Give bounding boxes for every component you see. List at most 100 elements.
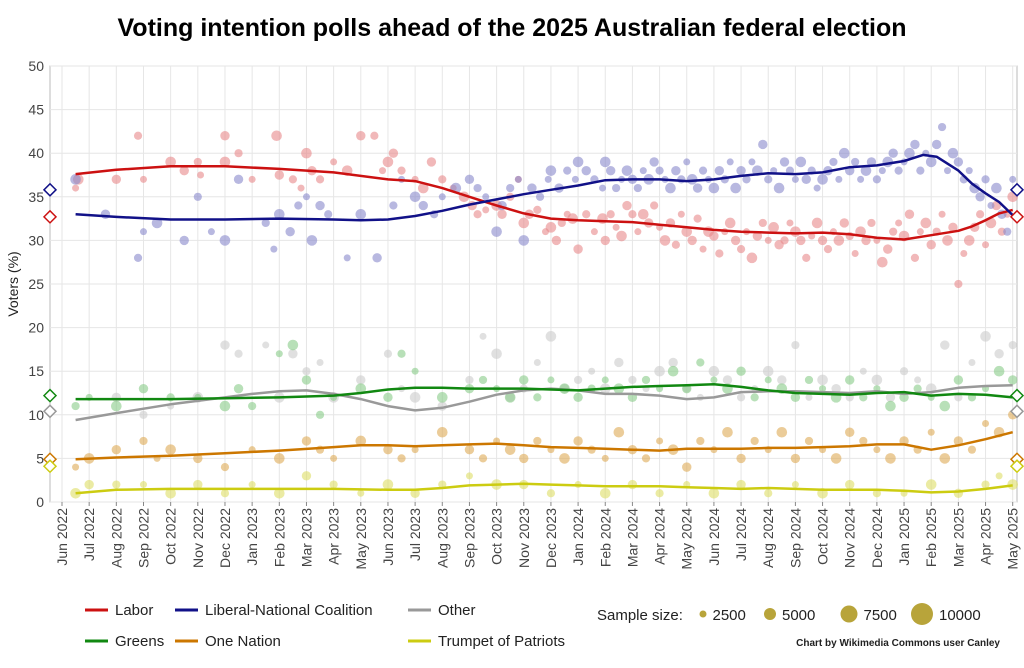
poll-point [845,375,855,385]
poll-point [612,183,621,193]
poll-point [768,222,779,233]
x-tick-label: Mar 2024 [624,508,640,567]
poll-point [605,165,616,176]
poll-point [506,183,515,193]
trend-layer [75,153,1014,495]
poll-point [758,139,768,150]
poll-point [724,217,736,229]
poll-point [482,206,490,214]
poll-point [544,175,552,183]
y-tick-label: 35 [28,189,44,205]
poll-point [601,454,609,462]
poll-point [838,147,850,159]
legend-label: Greens [115,633,164,650]
x-tick-label: May 2025 [1005,508,1021,570]
poll-point [559,453,570,464]
poll-point [72,463,80,471]
x-tick-label: Oct 2024 [815,508,831,565]
poll-point [715,249,724,258]
poll-point [573,244,583,254]
poll-point [1009,175,1017,183]
x-tick-label: Jan 2025 [896,508,912,566]
poll-point [356,131,366,141]
poll-point [355,208,367,220]
poll-point [939,400,951,412]
poll-point [599,184,607,192]
poll-point [693,214,702,223]
poll-point [925,479,937,490]
end-marker-diamond [42,404,58,419]
poll-point [801,174,811,185]
sample-size-label: 10000 [939,607,981,624]
poll-point [904,209,915,219]
poll-point [84,479,94,490]
poll-point [654,365,665,377]
poll-point [436,426,448,438]
poll-point [914,376,922,384]
trend-line [75,383,1013,401]
poll-point [1003,227,1012,236]
end-markers-layer [42,182,1024,474]
legend-label: Other [438,602,476,619]
poll-point [860,165,872,176]
poll-point [696,358,705,367]
poll-point [563,166,572,175]
poll-point [650,201,659,210]
poll-point [557,218,566,228]
poll-point [877,256,888,268]
poll-point [995,472,1003,480]
poll-point [813,184,821,192]
poll-point [491,226,502,237]
poll-point [993,365,1005,377]
y-tick-label: 40 [28,145,44,161]
poll-point [696,436,705,446]
poll-point [372,253,382,263]
poll-point [710,376,718,384]
poll-point [411,446,419,454]
poll-point [519,453,529,464]
poll-point [301,147,312,159]
poll-point [271,130,282,142]
poll-point [193,157,202,167]
poll-point [722,426,733,438]
poll-point [417,182,429,194]
poll-point [409,392,421,403]
poll-point [811,217,823,229]
x-tick-label: Sep 2023 [461,508,477,568]
poll-point [606,210,615,219]
y-tick-label: 50 [28,58,44,74]
poll-point [790,392,801,403]
poll-point [925,156,937,168]
poll-point [872,489,881,498]
poll-point [649,157,659,167]
poll-point [165,156,176,168]
x-tick-label: Jun 2022 [54,508,70,566]
x-tick-label: Apr 2024 [652,508,668,565]
poll-point [885,400,896,412]
poll-point [111,400,122,412]
poll-point [599,487,611,499]
trend-line [75,430,1014,461]
poll-point [248,401,257,411]
poll-point [942,235,953,246]
y-tick-label: 15 [28,363,44,379]
poll-point [315,200,325,211]
poll-point [527,183,537,193]
x-tick-label: Dec 2024 [869,508,885,568]
poll-point [234,349,243,358]
poll-point [193,192,202,201]
x-tick-label: Feb 2023 [271,508,287,567]
poll-point [736,165,746,176]
poll-point [779,157,790,167]
poll-point [573,375,583,385]
poll-point [547,376,555,384]
poll-point [796,235,806,246]
poll-point [478,375,488,385]
trend-line [75,482,1013,495]
poll-point [698,166,708,175]
poll-point [867,218,876,228]
poll-point [514,175,522,183]
poll-point [790,226,801,237]
poll-point [954,393,963,402]
poll-point [965,167,973,175]
